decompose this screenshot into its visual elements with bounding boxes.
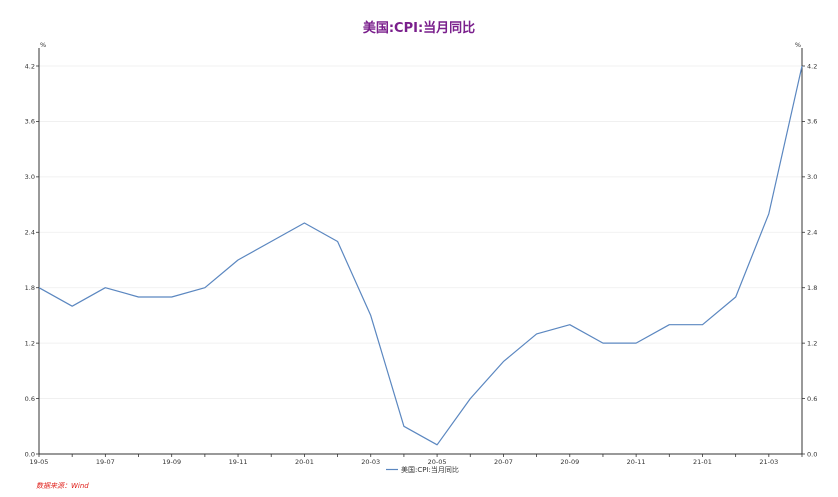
x-tick-label: 20-05 bbox=[428, 458, 447, 466]
y-tick-label-left: 0.6 bbox=[25, 395, 35, 403]
y-tick-label-left: 3.0 bbox=[25, 173, 35, 181]
legend-label: 美国:CPI:当月同比 bbox=[401, 465, 459, 474]
y-tick-label-left: 1.8 bbox=[25, 284, 35, 292]
y-tick-label-left: 1.2 bbox=[25, 339, 35, 347]
x-tick-label: 21-03 bbox=[759, 458, 778, 466]
x-tick-label: 20-09 bbox=[560, 458, 579, 466]
x-tick-label: 21-01 bbox=[693, 458, 712, 466]
x-tick-label: 20-03 bbox=[361, 458, 380, 466]
y-unit-left: % bbox=[40, 41, 46, 49]
data-source-label: 数据来源：Wind bbox=[36, 482, 89, 490]
x-tick-label: 20-07 bbox=[494, 458, 513, 466]
legend: 美国:CPI:当月同比 bbox=[386, 465, 459, 474]
grid-lines bbox=[39, 65, 802, 399]
y-tick-label-right: 1.2 bbox=[807, 339, 817, 347]
x-tick-label: 19-09 bbox=[162, 458, 181, 466]
y-tick-label-right: 3.6 bbox=[807, 118, 817, 126]
y-tick-label-left: 2.4 bbox=[25, 229, 35, 237]
y-tick-label-left: 0.0 bbox=[25, 450, 35, 458]
y-tick-label-right: 0.6 bbox=[807, 395, 817, 403]
axes: 0.0 0.0 0.6 0.6 1.2 1.2 1.8 1.8 2.4 2.4 3.0 3.0 3.6 3… bbox=[25, 41, 818, 466]
y-tick-label-right: 3.0 bbox=[807, 173, 817, 181]
y-tick-label-right: 2.4 bbox=[807, 229, 817, 237]
x-tick-label: 20-01 bbox=[295, 458, 314, 466]
y-tick-label-left: 4.2 bbox=[25, 62, 35, 70]
series-layer bbox=[38, 65, 803, 446]
x-tick-label: 19-11 bbox=[229, 458, 248, 466]
y-tick-label-right: 4.2 bbox=[807, 62, 817, 70]
y-tick-label-right: 1.8 bbox=[807, 284, 817, 292]
chart-title: 美国:CPI:当月同比 bbox=[363, 20, 475, 36]
x-tick-label: 20-11 bbox=[627, 458, 646, 466]
y-tick-label-right: 0.0 bbox=[807, 450, 817, 458]
y-tick-label-left: 3.6 bbox=[25, 118, 35, 126]
series-line-0 bbox=[38, 65, 803, 446]
x-tick-label: 19-07 bbox=[96, 458, 115, 466]
y-unit-right: % bbox=[795, 41, 801, 49]
x-tick-label: 19-05 bbox=[30, 458, 49, 466]
